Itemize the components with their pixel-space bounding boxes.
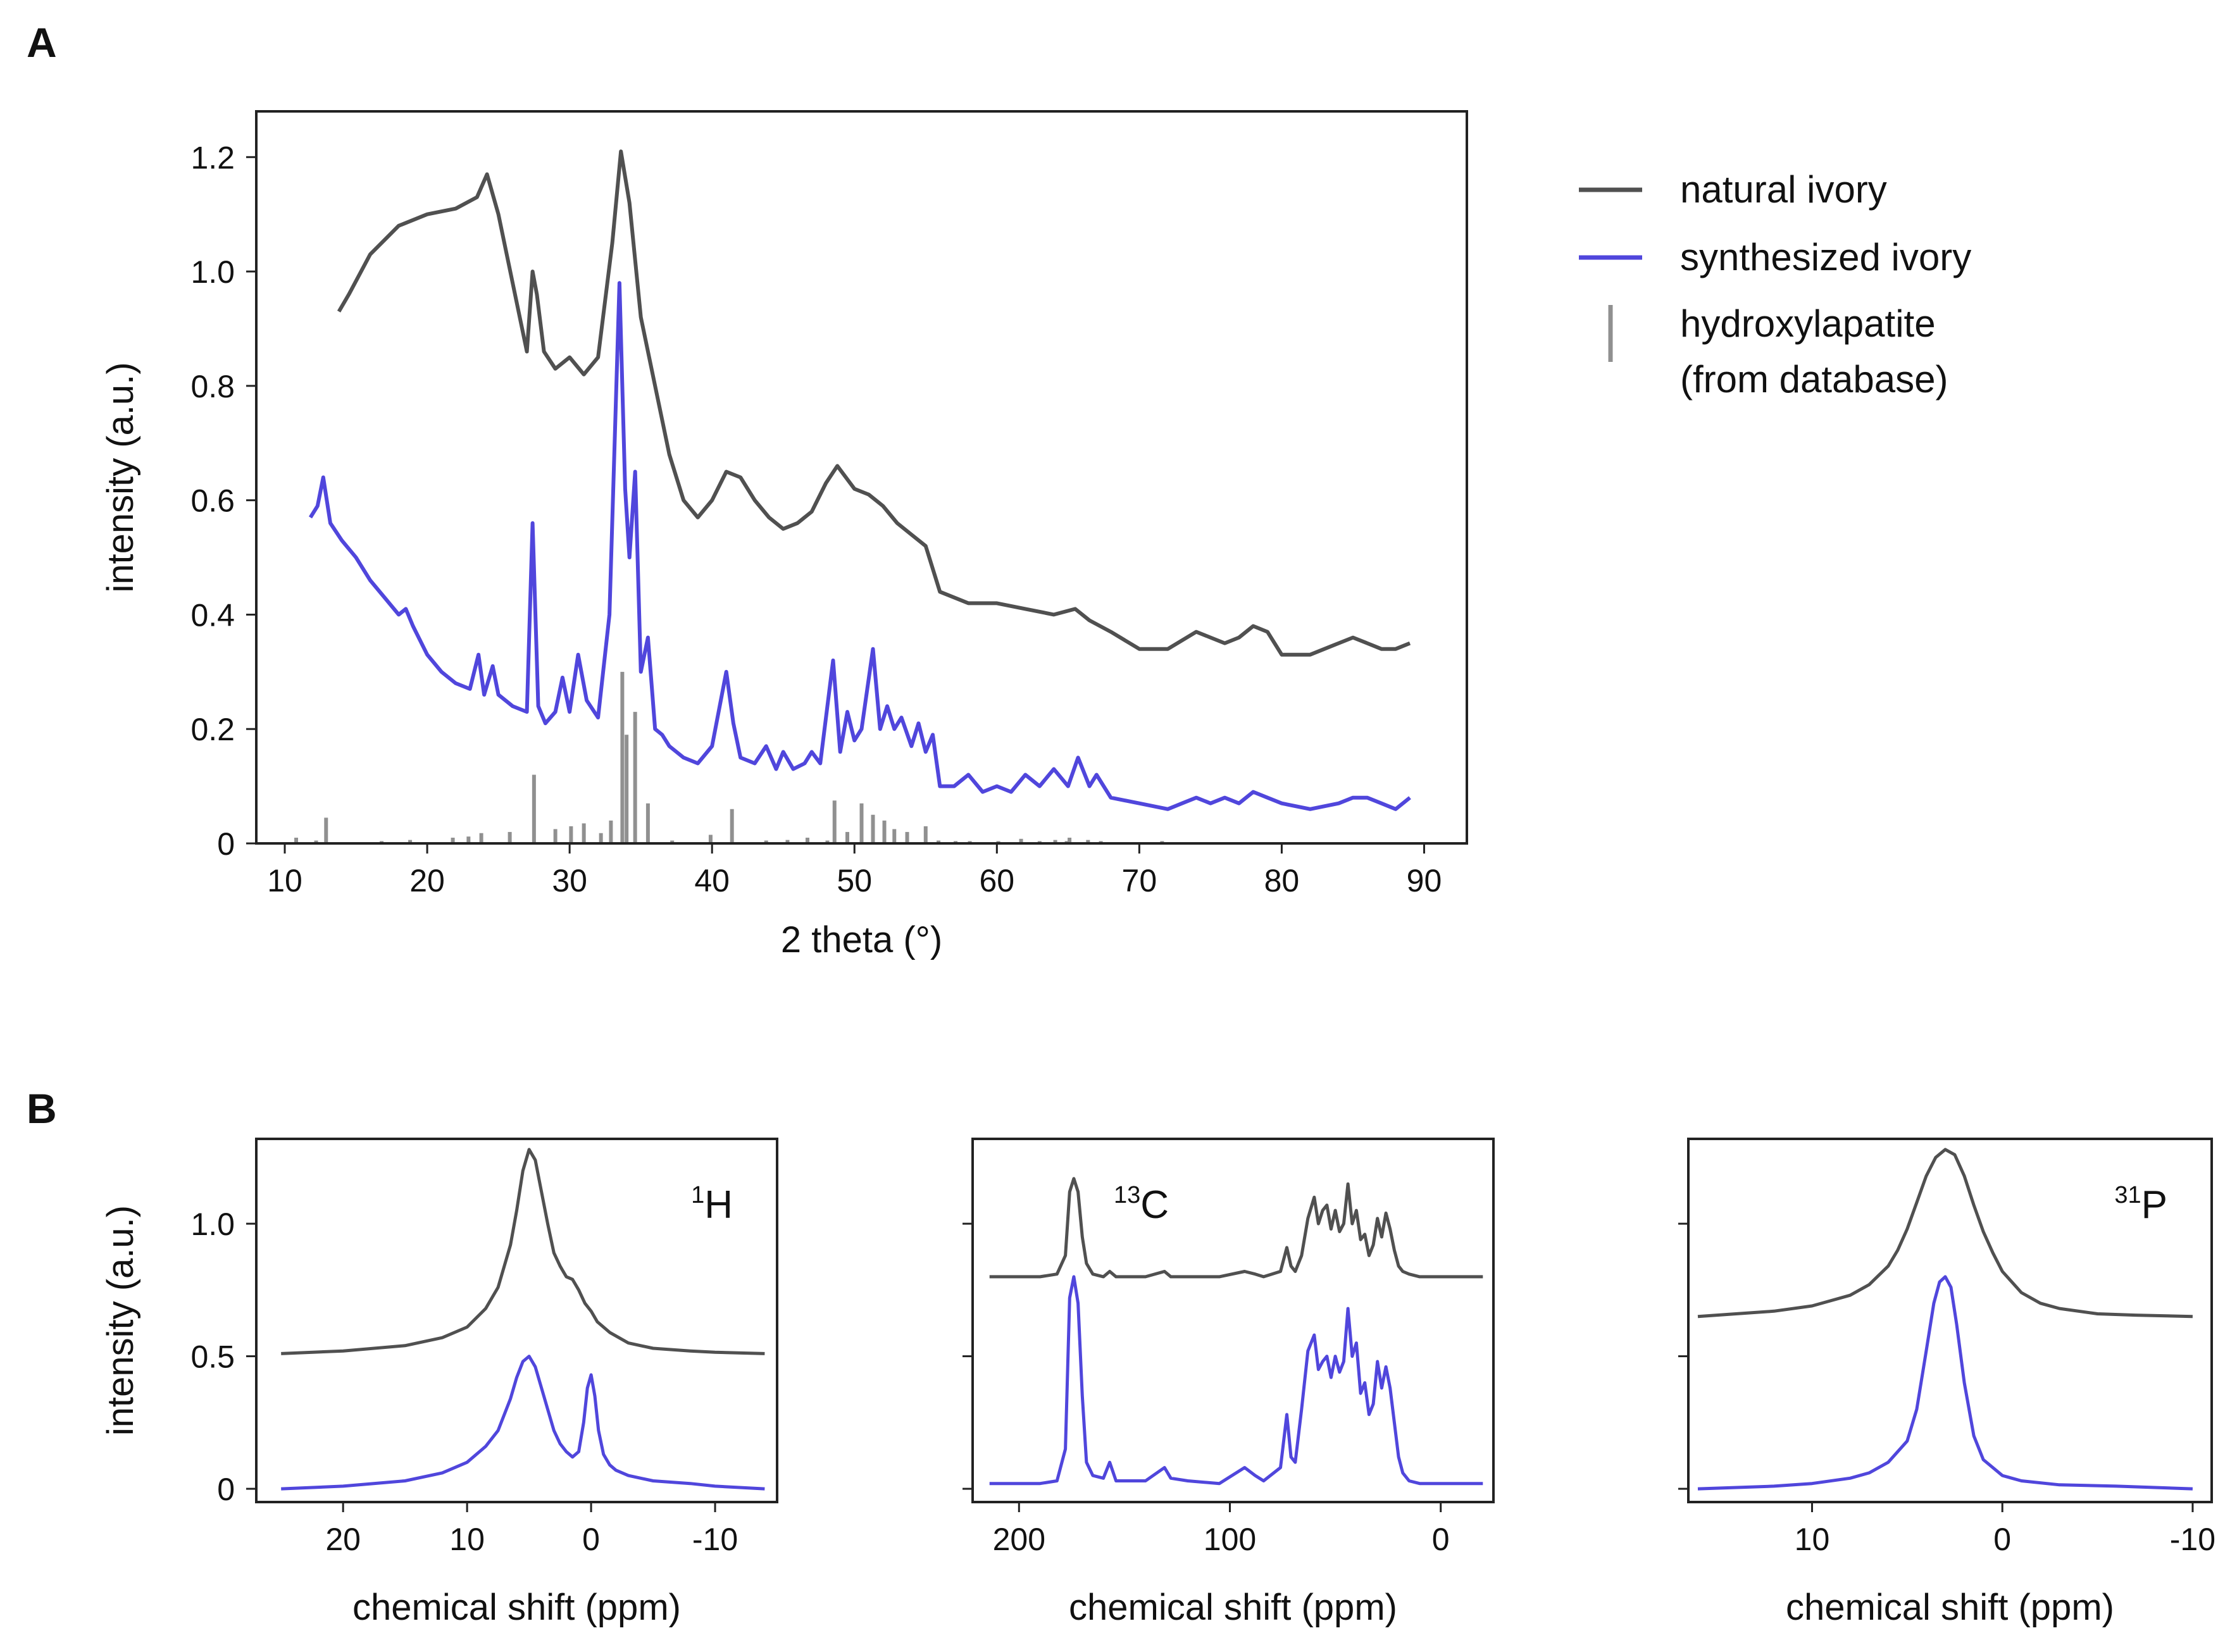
x-tick-label: 0 <box>582 1522 600 1557</box>
x-tick-label: 100 <box>1204 1522 1256 1557</box>
x-tick-label: 0 <box>1993 1522 2011 1557</box>
nmr-31p-chart: 10 0 -10 chemical shift (ppm) 31P <box>1678 1138 2215 1628</box>
x-axis-label: chemical shift (ppm) <box>1786 1587 2114 1628</box>
y-tick-label: 0 <box>217 826 235 862</box>
legend-label-reference-line2: (from database) <box>1680 358 1948 401</box>
synthesized-ivory-line <box>308 281 1411 811</box>
natural-ivory-line <box>337 149 1411 657</box>
x-tick-label: 10 <box>267 863 302 898</box>
legend-label-natural: natural ivory <box>1680 168 1887 211</box>
x-tick-label: 10 <box>1795 1522 1830 1557</box>
y-tick-label: 1.0 <box>190 1207 235 1242</box>
natural-ivory-line <box>281 1148 765 1355</box>
synthesized-ivory-line <box>989 1275 1483 1486</box>
x-tick-label: 20 <box>325 1522 361 1557</box>
synthesized-ivory-line <box>281 1355 765 1491</box>
synthesized-ivory-line <box>1697 1275 2193 1491</box>
x-tick-label: 30 <box>552 863 587 898</box>
x-tick-label: 20 <box>409 863 445 898</box>
nucleus-label: 13C <box>1114 1182 1169 1227</box>
y-tick-label: 0.5 <box>190 1339 235 1375</box>
x-axis-label: chemical shift (ppm) <box>352 1587 681 1628</box>
x-tick-label: 70 <box>1122 863 1157 898</box>
plot-frame <box>255 1138 778 1503</box>
plot-frame <box>971 1138 1495 1503</box>
x-tick-label: 80 <box>1264 863 1300 898</box>
nmr-13c-chart: 200 100 0 chemical shift (ppm) 13C <box>963 1138 1495 1628</box>
x-tick-label: 40 <box>694 863 730 898</box>
legend: natural ivory synthesized ivory hydroxyl… <box>1579 168 1971 401</box>
x-tick-label: -10 <box>2170 1522 2215 1557</box>
nmr-1h-chart: 20 10 0 -10 0 0.5 1.0 chemical shift (ppm) inten… <box>100 1138 778 1628</box>
y-tick-label: 0.2 <box>190 712 235 747</box>
x-tick-label: 0 <box>1432 1522 1450 1557</box>
panel-label-b: B <box>27 1085 57 1132</box>
xrd-chart: 10 20 30 40 50 60 70 80 90 0 0.2 0.4 0.6 0.8 1.0 1.2 2 t… <box>100 110 1468 960</box>
y-tick-label: 1.0 <box>190 254 235 290</box>
x-tick-label: -10 <box>692 1522 738 1557</box>
x-axis-label: 2 theta (°) <box>781 919 942 960</box>
nucleus-mass-number: 31 <box>2114 1182 2141 1208</box>
x-tick-label: 60 <box>979 863 1014 898</box>
plot-frame <box>255 110 1468 845</box>
nucleus-element: H <box>704 1183 733 1227</box>
legend-label-synthesized: synthesized ivory <box>1680 236 1971 278</box>
y-tick-label: 1.2 <box>190 140 235 175</box>
nucleus-mass-number: 13 <box>1114 1182 1140 1208</box>
y-tick-label: 0.8 <box>190 369 235 404</box>
x-tick-label: 50 <box>837 863 872 898</box>
x-tick-label: 90 <box>1407 863 1442 898</box>
nucleus-element: P <box>2141 1183 2167 1227</box>
natural-ivory-line <box>1697 1148 2193 1319</box>
legend-label-reference-line1: hydroxylapatite <box>1680 302 1936 345</box>
panel-label-a: A <box>27 19 57 66</box>
plot-frame <box>1687 1138 2213 1503</box>
y-tick-label: 0 <box>217 1472 235 1507</box>
natural-ivory-line <box>989 1177 1483 1279</box>
nucleus-element: C <box>1140 1183 1169 1227</box>
y-tick-label: 0.4 <box>190 597 235 633</box>
y-tick-label: 0.6 <box>190 483 235 519</box>
y-axis-label: intensity (a.u.) <box>100 362 141 592</box>
nucleus-mass-number: 1 <box>691 1182 704 1208</box>
nucleus-label: 31P <box>2114 1182 2167 1227</box>
nucleus-label: 1H <box>691 1182 733 1227</box>
x-tick-label: 10 <box>449 1522 485 1557</box>
x-axis-label: chemical shift (ppm) <box>1069 1587 1397 1628</box>
y-axis-label: intensity (a.u.) <box>100 1205 141 1436</box>
x-tick-label: 200 <box>993 1522 1045 1557</box>
